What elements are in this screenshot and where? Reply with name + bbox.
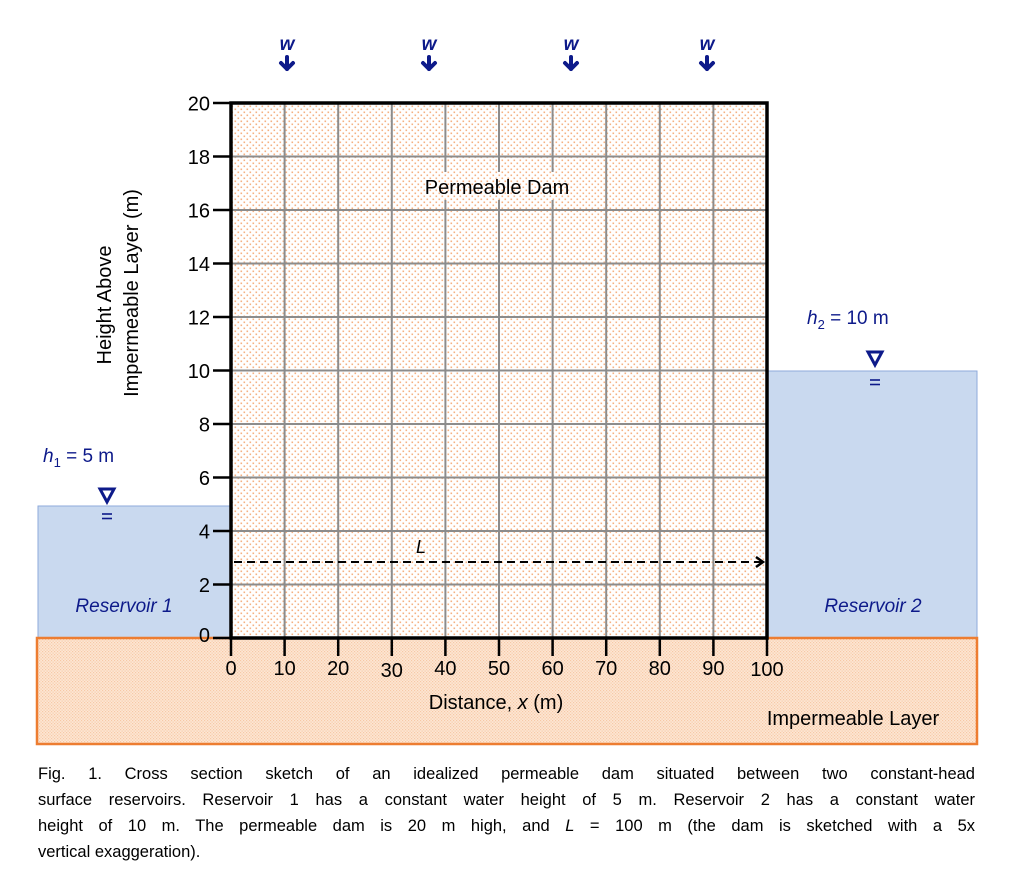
y-tick-label: 12 (188, 308, 210, 330)
length-arrow: L (234, 537, 766, 569)
recharge-arrow: w (699, 34, 716, 71)
y-tick-label: 0 (199, 625, 210, 647)
x-tick-label: 60 (541, 658, 563, 680)
y-tick-label: 6 (199, 468, 210, 490)
recharge-arrow: w (563, 34, 580, 71)
reservoir-1-water (37, 505, 232, 639)
x-tick-label: 70 (595, 658, 617, 680)
down-arrow-icon (279, 55, 295, 71)
y-tick-label: 16 (188, 201, 210, 223)
recharge-arrow: w (279, 34, 296, 71)
caption-text: height of 10 m. The permeable dam is 20 … (38, 817, 566, 835)
recharge-label: w (280, 34, 296, 55)
x-tick-label: 20 (327, 658, 349, 680)
water-table-triangle-icon (865, 350, 885, 369)
caption-text: = 100 m (the dam is sketched with a 5x (574, 817, 975, 835)
water-table-equal-icon (870, 379, 880, 386)
y-tick-label: 4 (199, 522, 210, 544)
y-axis-title-line2: Impermeable Layer (m) (121, 189, 143, 397)
x-axis: 0 10 20 30 40 50 60 70 80 90 100 Distanc… (225, 638, 784, 714)
recharge-label: w (564, 34, 580, 55)
length-label: L (416, 537, 426, 557)
down-arrow-icon (421, 55, 437, 71)
dam-grid (231, 103, 767, 638)
head-2-label: h2 = 10 m (807, 308, 889, 332)
recharge-arrows: w w w w (279, 34, 716, 71)
y-tick-label: 18 (188, 147, 210, 169)
caption-line: surface reservoirs. Reservoir 1 has a co… (38, 791, 975, 809)
x-tick-label: 100 (750, 659, 783, 681)
x-tick-label: 50 (488, 658, 510, 680)
reservoir-1-label: Reservoir 1 (75, 596, 172, 617)
x-tick-label: 90 (702, 658, 724, 680)
dam-label: Permeable Dam (425, 177, 570, 199)
reservoir-1-annotations: h1 = 5 m Reservoir 1 (43, 446, 173, 617)
dam-cross-section-figure: Permeable Dam w w w w (35, 34, 979, 746)
x-tick-label: 80 (649, 658, 671, 680)
water-table-equal-icon (102, 513, 112, 520)
caption-line: height of 10 m. The permeable dam is 20 … (38, 813, 975, 839)
recharge-arrow: w (421, 34, 438, 71)
y-axis: 0 2 4 6 8 10 12 14 16 18 20 Height Above… (94, 94, 231, 647)
head-1-label: h1 = 5 m (43, 446, 114, 470)
y-axis-title-line1: Height Above (94, 246, 116, 365)
caption-variable: L (565, 817, 575, 835)
figure-caption: Fig. 1. Cross section sketch of an ideal… (38, 761, 975, 865)
x-axis-title: Distance, x (m) (429, 692, 563, 714)
x-tick-label: 40 (434, 658, 456, 680)
y-tick-label: 2 (199, 575, 210, 597)
arrow-head-icon (755, 555, 766, 569)
y-tick-label: 20 (188, 94, 210, 116)
down-arrow-icon (699, 55, 715, 71)
recharge-label: w (422, 34, 438, 55)
x-tick-label: 0 (225, 658, 236, 680)
down-arrow-icon (563, 55, 579, 71)
y-tick-label: 10 (188, 361, 210, 383)
x-tick-label: 30 (381, 660, 403, 682)
x-tick-label: 10 (273, 658, 295, 680)
reservoir-2-water (766, 370, 978, 639)
caption-line: vertical exaggeration). (38, 843, 201, 861)
impermeable-layer-label: Impermeable Layer (767, 708, 940, 730)
reservoir-2-label: Reservoir 2 (824, 596, 922, 617)
recharge-label: w (700, 34, 716, 55)
reservoir-2-annotations: h2 = 10 m Reservoir 2 (807, 308, 922, 617)
caption-line: Fig. 1. Cross section sketch of an ideal… (38, 765, 975, 783)
water-table-triangle-icon (97, 487, 117, 506)
y-tick-label: 8 (199, 415, 210, 437)
y-tick-label: 14 (188, 254, 210, 276)
